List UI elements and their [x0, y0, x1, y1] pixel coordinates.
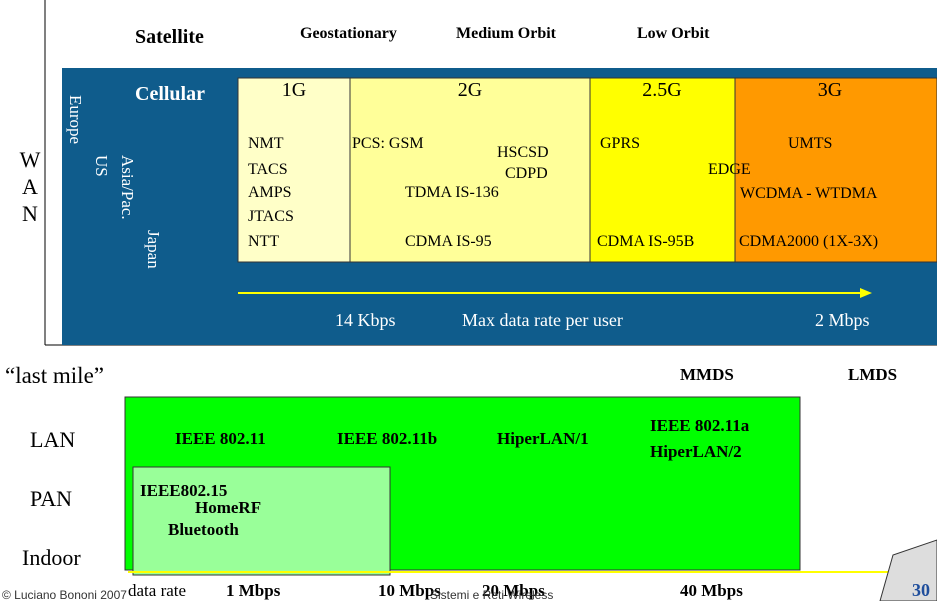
gen-name: 2.5G [642, 79, 681, 101]
gen-box [734, 77, 937, 263]
gen-box [237, 77, 351, 263]
system: NTT [248, 233, 279, 250]
system: HSCSD [497, 144, 549, 161]
system: GPRS [600, 135, 640, 152]
system: AMPS [248, 184, 292, 201]
system: UMTS [788, 135, 832, 152]
system: NMT [248, 135, 284, 152]
lan-standard: IEEE 802.11a [650, 416, 750, 435]
copyright: © Luciano Bononi 2007 [2, 588, 127, 601]
data-rate-label: data rate [128, 581, 186, 600]
region: US [92, 155, 111, 177]
region: Europe [66, 95, 85, 144]
system: TDMA IS-136 [405, 184, 499, 201]
gen-box [349, 77, 591, 263]
system: TACS [248, 161, 288, 178]
course: Sistemi e Reti Wireless [430, 588, 553, 601]
gen-name: 2G [458, 79, 482, 101]
system: CDMA IS-95 [405, 233, 492, 250]
orbit: Geostationary [300, 25, 397, 42]
system: EDGE [708, 161, 751, 178]
lan-standard: HiperLAN/2 [650, 442, 742, 461]
rate-caption: Max data rate per user [462, 310, 623, 330]
wan-letter: A [22, 174, 38, 199]
gen-name: 1G [282, 79, 306, 101]
pan-box [132, 466, 391, 576]
region: Japan [144, 230, 163, 269]
last-mile-item: MMDS [680, 365, 734, 384]
last-mile-item: LMDS [848, 365, 897, 384]
page-number: 30 [912, 580, 930, 600]
wan-letter: W [20, 147, 41, 172]
satellite-label: Satellite [135, 26, 204, 48]
rate-max: 2 Mbps [815, 310, 870, 330]
lan-standard: IEEE 802.11 [175, 429, 266, 448]
rate-tick: 10 Mbps [378, 581, 441, 600]
rate-tick: 40 Mbps [680, 581, 743, 600]
region: Asia/Pac. [118, 155, 137, 220]
orbit: Low Orbit [637, 25, 710, 42]
pan-standard: HomeRF [195, 498, 261, 517]
system: PCS: GSM [352, 135, 424, 152]
level-label: LAN [30, 427, 75, 452]
system: JTACS [248, 208, 294, 225]
system: CDPD [505, 165, 548, 182]
arrow-head [860, 288, 872, 298]
rate-min: 14 Kbps [335, 310, 396, 330]
wan-letter: N [22, 201, 38, 226]
gen-box [589, 77, 736, 263]
system: CDMA IS-95B [597, 233, 694, 250]
level-label: PAN [30, 486, 72, 511]
pan-standard: IEEE802.15 [140, 481, 227, 500]
rate-tick: 1 Mbps [226, 581, 281, 600]
last-mile-label: “last mile” [5, 363, 104, 388]
system: CDMA2000 (1X-3X) [739, 233, 878, 250]
level-label: Indoor [22, 545, 81, 570]
system: WCDMA - WTDMA [740, 185, 878, 202]
cellular-label: Cellular [135, 83, 205, 105]
lan-standard: HiperLAN/1 [497, 429, 589, 448]
rate-tick: 20 Mbps [482, 581, 545, 600]
pan-standard: Bluetooth [168, 520, 239, 539]
gen-name: 3G [818, 79, 842, 101]
corner-shape [879, 539, 937, 601]
lan-standard: IEEE 802.11b [337, 429, 437, 448]
orbit: Medium Orbit [456, 25, 557, 42]
